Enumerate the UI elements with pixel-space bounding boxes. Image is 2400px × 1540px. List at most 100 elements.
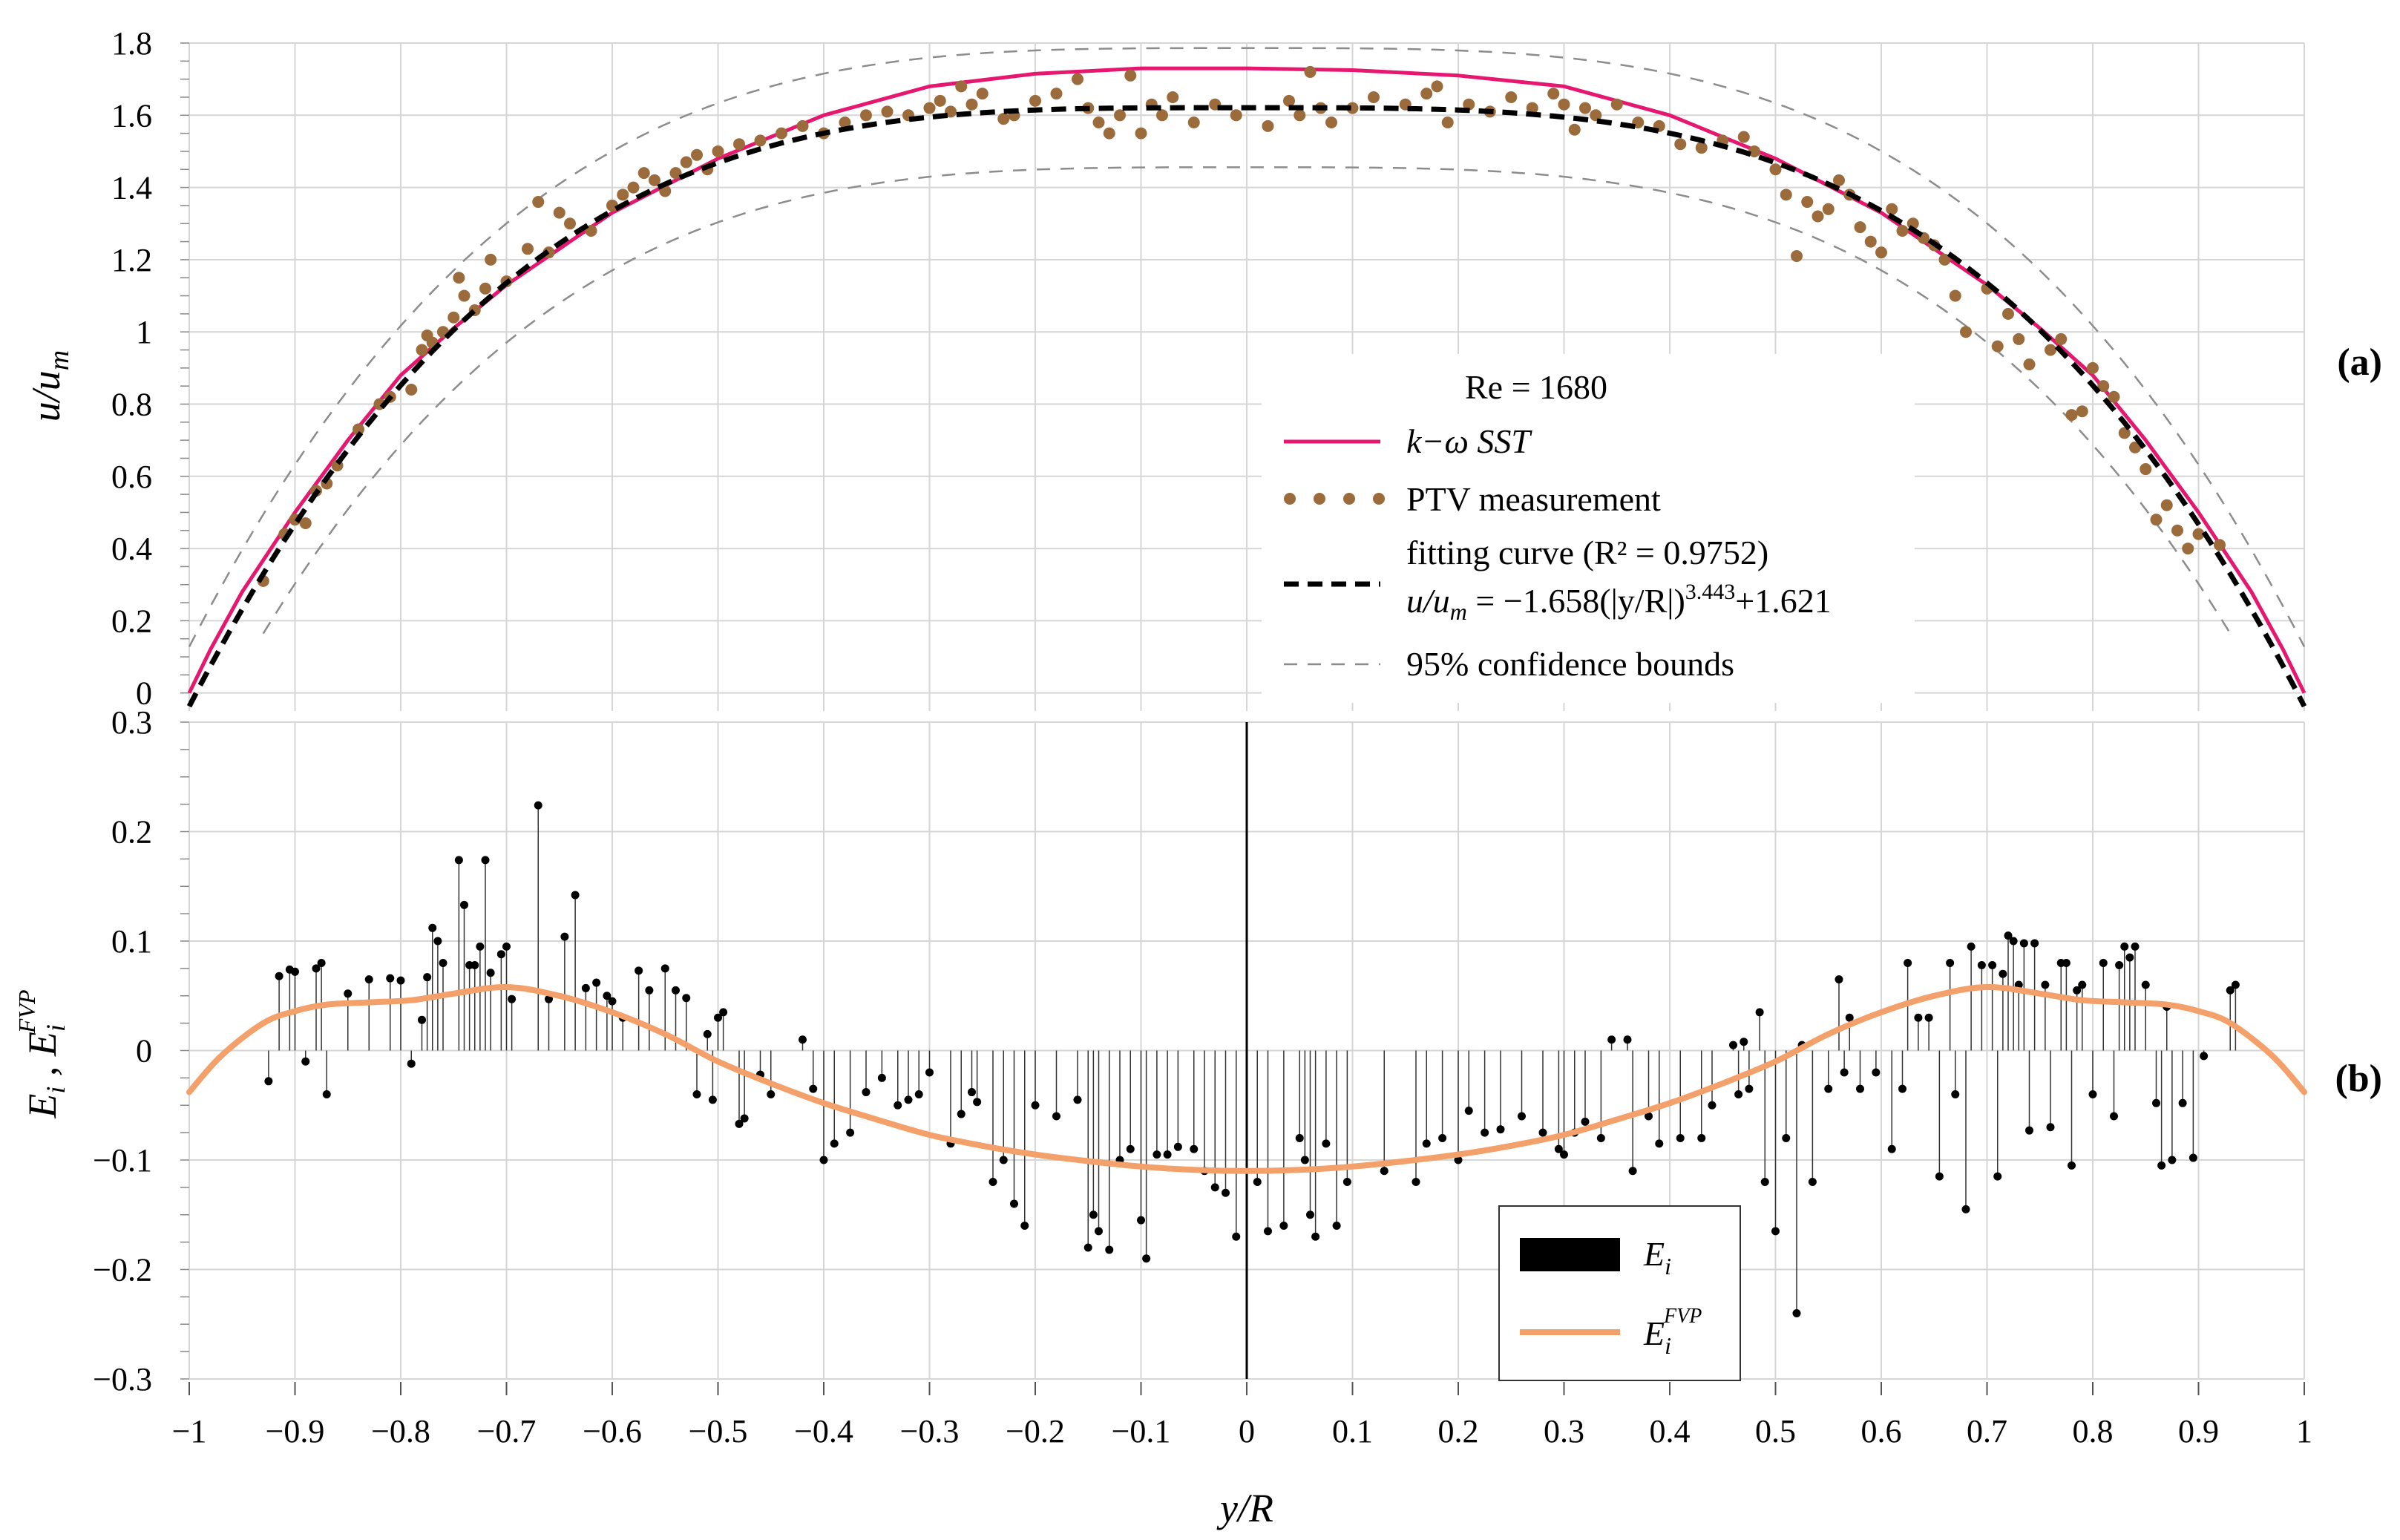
error-stem-marker xyxy=(1755,1008,1764,1017)
ptv-point xyxy=(532,196,545,209)
panel-b-y-tick-label: 0.1 xyxy=(111,923,152,960)
ptv-point xyxy=(1737,131,1750,143)
error-stem-marker xyxy=(291,967,299,976)
ptv-point xyxy=(1114,109,1126,122)
error-stem-marker xyxy=(1295,1134,1304,1142)
error-stem-marker xyxy=(1073,1095,1082,1104)
ptv-point xyxy=(839,117,851,129)
error-stem-marker xyxy=(894,1101,902,1110)
error-stems-group xyxy=(264,801,2240,1317)
x-axis-tick-label: −1 xyxy=(172,1413,207,1449)
legend-ptv-swatch xyxy=(1284,493,1385,505)
ptv-point xyxy=(1304,65,1317,78)
ptv-point xyxy=(1325,117,1337,129)
ptv-points-group xyxy=(257,65,2226,587)
error-stem-marker xyxy=(2078,980,2087,989)
error-stem-marker xyxy=(2200,1052,2209,1061)
ptv-point xyxy=(2150,514,2163,526)
error-stem-marker xyxy=(2062,959,2071,967)
panel-a-gridlines xyxy=(188,42,2305,711)
ptv-point xyxy=(1780,189,1792,201)
confidence-bounds-group xyxy=(188,47,2306,647)
ptv-point xyxy=(1791,250,1803,263)
x-axis-tick-label: −0.7 xyxy=(477,1413,537,1449)
ptv-point xyxy=(1769,163,1782,176)
ptv-point xyxy=(1822,203,1835,215)
error-stem-marker xyxy=(1993,1172,2002,1181)
ptv-point xyxy=(1135,127,1147,140)
error-stem-marker xyxy=(2030,939,2039,948)
legend-fit-equation: u/um = −1.658(|y/R|)3.443+1.621 xyxy=(1406,580,1832,625)
error-stem-marker xyxy=(534,801,542,810)
error-stem-marker xyxy=(988,1178,997,1186)
error-stem-marker xyxy=(2068,1161,2076,1170)
ptv-point xyxy=(1029,94,1041,107)
ptv-point xyxy=(1463,98,1475,111)
ptv-point xyxy=(1156,109,1168,122)
x-axis-tick-label: −0.3 xyxy=(900,1413,960,1449)
error-stem-marker xyxy=(2073,986,2082,995)
error-stem-marker xyxy=(2088,1090,2097,1098)
error-stem-marker xyxy=(418,1015,426,1024)
error-stem-marker xyxy=(1904,959,1912,967)
error-stem-marker xyxy=(2115,960,2124,969)
error-stem-marker xyxy=(999,1156,1008,1164)
error-stem-marker xyxy=(2125,953,2134,962)
error-stem-marker xyxy=(2009,937,2018,946)
panel-a-y-axis-label: u/um xyxy=(24,350,75,422)
panel-a-y-tick-label: 1.4 xyxy=(111,170,152,206)
error-stem-marker xyxy=(1137,1216,1145,1225)
fitting-curve xyxy=(186,105,2307,708)
error-stem-marker xyxy=(2099,959,2108,967)
legend-fit-label: fitting curve (R² = 0.9752) xyxy=(1406,534,1768,571)
panel-b-error-distribution: −0.3 −0.2 −0.1 0 0.1 0.2 0.3 Ei , EiFVP (b) Ei… xyxy=(13,704,2382,1398)
ptv-point xyxy=(637,167,650,180)
ptv-point xyxy=(2192,528,2205,540)
ptv-point xyxy=(1886,203,1898,215)
error-stem-marker xyxy=(2226,986,2235,995)
panel-a-y-tick-label: 1.6 xyxy=(111,97,152,134)
ptv-point xyxy=(1960,326,1972,338)
ptv-point xyxy=(522,243,534,255)
ptv-point xyxy=(447,311,460,324)
error-stem-marker xyxy=(1342,1178,1351,1186)
error-stem-marker xyxy=(1935,1172,1944,1181)
error-stem-marker xyxy=(508,995,517,1003)
error-stem-marker xyxy=(1729,1041,1737,1049)
error-stem-marker xyxy=(1105,1245,1114,1254)
error-stem-marker xyxy=(1760,1178,1769,1186)
panel-a-y-tick-label: 1.8 xyxy=(111,25,152,62)
x-axis-tick-label: −0.8 xyxy=(371,1413,430,1449)
error-stem-marker xyxy=(312,964,321,973)
error-stem-marker xyxy=(1126,1144,1135,1153)
error-stem-marker xyxy=(1596,1134,1605,1142)
panel-a-legend: Re = 1680 k−ω SST PTV measurement fittin… xyxy=(1262,354,1915,703)
error-stem-marker xyxy=(714,1013,722,1022)
ptv-point xyxy=(1092,117,1105,129)
panel-b-y-tick-label: 0.3 xyxy=(111,704,152,741)
error-stem-marker xyxy=(433,937,442,946)
error-stem-marker xyxy=(1655,1139,1664,1148)
ptv-point xyxy=(606,199,618,212)
ptv-point xyxy=(1505,91,1518,103)
error-stem-marker xyxy=(846,1128,855,1137)
error-stem-marker xyxy=(767,1090,776,1098)
error-stem-marker xyxy=(481,856,490,865)
panel-b-y-tick-label: −0.3 xyxy=(93,1361,152,1398)
panel-b-y-tick-label: 0 xyxy=(136,1033,152,1069)
panel-a-y-tick-label: 1 xyxy=(136,314,152,350)
error-stem-marker xyxy=(1438,1134,1447,1142)
error-stem-marker xyxy=(1222,1188,1230,1197)
panel-a-legend-box xyxy=(1262,354,1915,703)
error-stem-marker xyxy=(914,1090,923,1098)
ptv-point xyxy=(1441,117,1454,129)
ptv-point xyxy=(2076,405,2088,418)
ptv-point xyxy=(1579,102,1591,114)
error-stem-marker xyxy=(1210,1183,1219,1192)
error-stem-marker xyxy=(1010,1199,1018,1208)
ptv-point xyxy=(405,384,418,396)
error-stem-marker xyxy=(1745,1084,1754,1093)
error-stem-marker xyxy=(1095,1227,1103,1236)
error-stem-marker xyxy=(1264,1227,1272,1236)
ptv-point xyxy=(2140,463,2152,476)
